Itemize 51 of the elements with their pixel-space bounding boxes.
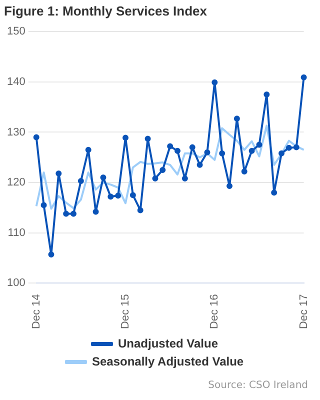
- point: [108, 194, 114, 200]
- y-tick-label: 130: [6, 126, 26, 138]
- point: [137, 207, 144, 214]
- point: [167, 143, 174, 150]
- y-tick-label: 140: [6, 76, 26, 88]
- point: [174, 148, 181, 154]
- point: [286, 144, 292, 151]
- y-tick-label: 120: [6, 176, 26, 189]
- legend-label: Unadjusted Value: [118, 336, 218, 350]
- point: [48, 251, 54, 258]
- point: [234, 116, 240, 122]
- point: [226, 183, 233, 190]
- point: [152, 176, 158, 182]
- point: [130, 192, 136, 198]
- point: [212, 79, 218, 86]
- point: [122, 134, 128, 141]
- point: [92, 208, 99, 215]
- point: [271, 190, 278, 196]
- y-tick-label: 110: [8, 226, 26, 239]
- point: [40, 202, 47, 208]
- point: [63, 210, 70, 217]
- y-tick-label: 150: [6, 26, 26, 38]
- point: [219, 150, 226, 156]
- x-tick-label: Dec 17: [298, 294, 310, 330]
- point: [160, 166, 166, 173]
- point: [100, 174, 106, 180]
- point: [196, 162, 203, 168]
- point: [241, 168, 248, 174]
- x-tick-label: Dec 15: [120, 294, 132, 330]
- x-tick-label: Dec 16: [208, 294, 221, 330]
- point: [78, 178, 84, 184]
- point: [56, 170, 62, 176]
- point: [33, 134, 40, 140]
- point: [256, 142, 262, 148]
- source-note: Source: CSO Ireland: [208, 380, 308, 391]
- point: [293, 144, 300, 150]
- x-tick-label: Dec 14: [30, 294, 42, 330]
- point: [115, 192, 122, 199]
- point: [85, 146, 92, 153]
- y-tick-label: 100: [6, 277, 26, 290]
- point: [204, 149, 210, 156]
- point: [278, 150, 285, 156]
- point: [144, 136, 151, 142]
- point: [248, 148, 255, 154]
- legend-label: Seasonally Adjusted Value: [92, 354, 244, 368]
- point: [264, 91, 270, 98]
- point: [189, 144, 196, 150]
- point: [182, 176, 188, 182]
- chart-title: Figure 1: Monthly Services Index: [4, 3, 208, 18]
- point: [300, 74, 307, 80]
- point: [70, 210, 76, 217]
